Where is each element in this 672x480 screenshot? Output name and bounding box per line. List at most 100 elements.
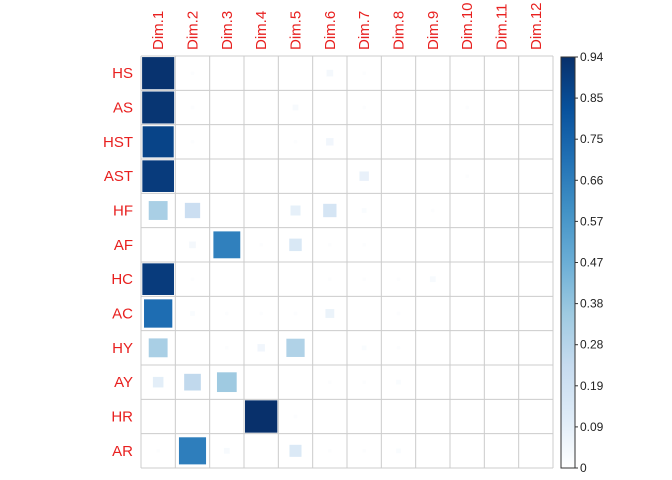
colorbar-tick-label: 0.85 [580,91,604,105]
row-label: HR [111,409,133,426]
column-label: Dim.12 [528,2,545,50]
cell-HF-Dim.5 [290,205,301,216]
cell-HST-Dim.5 [293,140,298,144]
cell-AF-Dim.5 [289,238,302,252]
cell-AR-Dim.8 [396,448,401,454]
column-label: Dim.6 [322,11,339,50]
cell-HF-Dim.7 [361,208,367,213]
row-label: HF [113,203,133,220]
cell-AST-Dim.10 [465,174,469,178]
row-label: HST [103,134,133,151]
colorbar-tick-label: 0.19 [580,379,604,393]
colorbar-tick-label: 0.38 [580,297,604,311]
cell-AC-Dim.8 [396,311,401,316]
cell-HC-Dim.2 [190,277,195,281]
cell-AC-Dim.4 [259,311,263,316]
column-label: Dim.4 [253,11,270,50]
column-label: Dim.8 [391,11,408,50]
row-labels: HS AS HST AST HF AF HC AC HY AY HR AR [103,65,133,460]
column-labels: Dim.1 Dim.2 Dim.3 Dim.4 Dim.5 Dim.6 Dim.7 Dim.8… [150,2,545,50]
row-label: AS [113,100,133,117]
cell-HY-Dim.4 [257,344,265,352]
cell-AF-Dim.6 [328,243,332,247]
cell-AY-Dim.2 [184,373,201,391]
cell-HR-Dim.4 [245,400,278,433]
row-label: AR [112,443,133,460]
colorbar: 0.94 0.85 0.75 0.66 0.57 0.47 0.38 0.28 0.19 0.09… [560,50,604,475]
cell-AR-Dim.7 [362,449,366,453]
row-label: AF [114,237,133,254]
cell-AY-Dim.7 [362,380,366,384]
cell-AS-Dim.7 [362,105,366,110]
colorbar-tick-label: 0 [580,461,587,475]
cell-HC-Dim.6 [328,277,332,281]
colorbar-tick-label: 0.09 [580,420,604,434]
row-label: AY [114,374,133,391]
colorbar-tick-label: 0.66 [580,173,604,187]
cell-AY-Dim.3 [216,372,237,393]
cell-HF-Dim.6 [323,203,337,218]
cell-HS-Dim.1 [142,57,175,90]
column-label: Dim.1 [150,11,167,50]
cell-HY-Dim.1 [148,338,168,358]
colorbar-tick-label: 0.47 [580,256,604,270]
cell-AF-Dim.7 [362,243,366,247]
colorbar-tick-label: 0.28 [580,338,604,352]
cell-AR-Dim.1 [156,449,160,453]
column-label: Dim.7 [356,11,373,50]
colorbar-tick-label: 0.94 [580,50,604,64]
cell-AR-Dim.6 [328,449,332,453]
cell-HS-Dim.6 [326,69,334,77]
column-label: Dim.2 [185,11,202,50]
cell-AY-Dim.6 [328,380,332,384]
cell-HC-Dim.9 [429,276,436,283]
cell-AF-Dim.4 [259,243,263,247]
cell-AC-Dim.5 [293,311,298,316]
cell-HS-Dim.2 [190,71,195,75]
row-label: HY [112,340,133,357]
cell-HS-Dim.7 [362,71,366,75]
cell-HF-Dim.2 [184,202,201,219]
colorbar-gradient [560,56,576,469]
cell-HC-Dim.1 [142,263,174,295]
cell-AST-Dim.1 [142,160,174,192]
column-label: Dim.3 [219,11,236,50]
cell-HY-Dim.8 [396,346,401,350]
column-label: Dim.11 [494,4,511,50]
cell-HC-Dim.7 [362,277,366,281]
cell-HF-Dim.1 [148,201,168,220]
row-label: AST [104,168,133,185]
cell-AS-Dim.5 [292,104,299,111]
colorbar-tick-label: 0.75 [580,132,604,146]
cell-AF-Dim.2 [189,241,196,249]
cell-AF-Dim.3 [213,231,241,259]
cell-HR-Dim.5 [293,414,298,419]
column-label: Dim.9 [425,11,442,50]
grid-lines [140,55,554,469]
cell-AC-Dim.3 [225,311,229,316]
cell-HY-Dim.5 [286,338,305,357]
cell-AC-Dim.2 [190,311,195,316]
cell-HC-Dim.8 [396,277,401,281]
cell-AY-Dim.1 [152,376,164,388]
cell-HY-Dim.7 [361,345,367,351]
cell-HST-Dim.6 [326,138,334,146]
cell-AS-Dim.1 [142,91,175,124]
row-label: HC [111,271,133,288]
cell-AC-Dim.6 [325,309,335,318]
cell-AR-Dim.5 [289,444,302,457]
cell-HY-Dim.3 [225,346,229,350]
cell-AY-Dim.8 [396,379,401,385]
heatmap-cells [142,57,469,465]
cell-HF-Dim.9 [431,208,435,213]
row-label: HS [112,65,133,82]
cell-AS-Dim.2 [190,105,195,110]
cell-AR-Dim.2 [178,437,207,465]
cell-AST-Dim.7 [359,171,369,181]
column-label: Dim.5 [288,11,305,50]
cell-AR-Dim.3 [223,447,230,454]
cell-AC-Dim.1 [144,299,173,328]
colorbar-tick-label: 0.57 [580,214,604,228]
cell-HST-Dim.2 [190,140,195,144]
